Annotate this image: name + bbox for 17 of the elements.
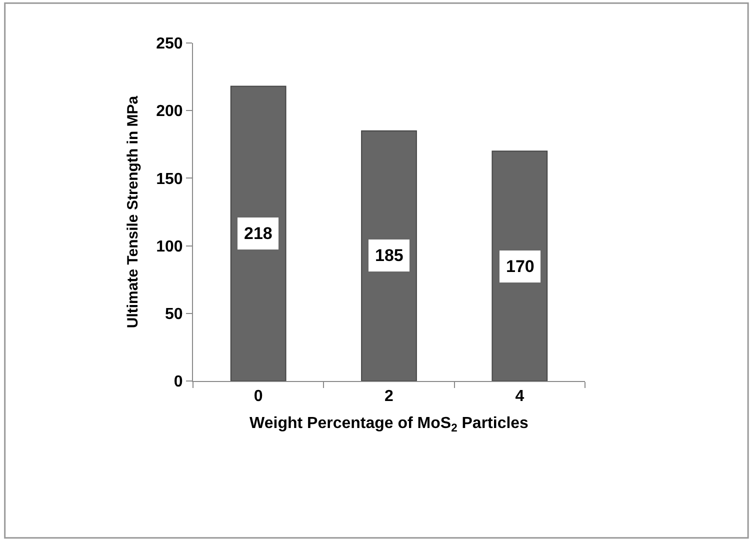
data-label: 185: [375, 246, 404, 265]
y-axis-title: Ultimate Tensile Strength in MPa: [124, 95, 142, 328]
data-label: 170: [506, 257, 534, 276]
x-tick-label: 4: [515, 388, 524, 406]
x-tick-label: 0: [254, 388, 263, 406]
bar: [230, 86, 286, 381]
y-tick-label: 100: [156, 238, 183, 256]
y-tick-label: 50: [165, 306, 183, 323]
x-axis-title: Weight Percentage of MoS$_{2}$ Particles: [250, 414, 529, 434]
y-tick-label: 200: [156, 103, 183, 120]
bar: [492, 150, 548, 381]
y-tick-label: 0: [174, 374, 183, 391]
y-tick-label: 150: [156, 170, 183, 188]
data-label: 218: [244, 224, 272, 243]
x-tick-label: 2: [384, 388, 394, 406]
bar: [361, 130, 417, 381]
y-tick-label: 250: [156, 36, 183, 53]
